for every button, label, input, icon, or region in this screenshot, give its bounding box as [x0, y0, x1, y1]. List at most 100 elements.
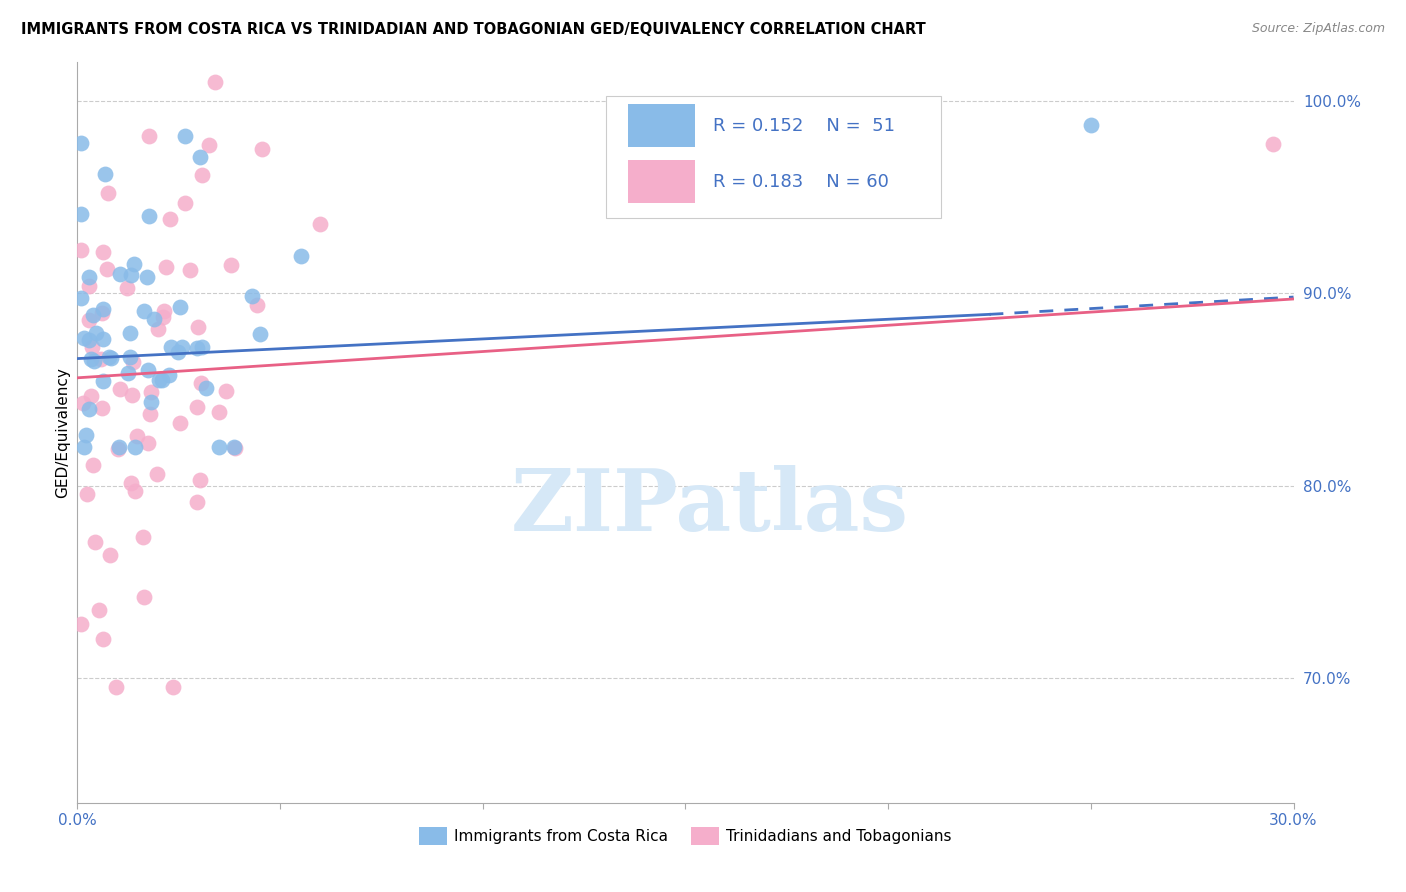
Point — [169, 301, 191, 315]
Text: Source: ZipAtlas.com: Source: ZipAtlas.com — [1251, 22, 1385, 36]
Point — [162, 681, 184, 695]
Point — [308, 217, 330, 231]
Point — [174, 128, 197, 143]
Point — [124, 258, 146, 272]
Point — [1080, 118, 1102, 132]
Point — [70, 243, 93, 257]
Bar — [628, 161, 695, 203]
Point — [70, 207, 93, 221]
Point — [98, 548, 121, 562]
Point — [83, 535, 105, 549]
Point — [82, 309, 104, 323]
Point — [153, 304, 176, 318]
Point — [80, 389, 103, 403]
Point — [246, 298, 269, 312]
Y-axis label: GED/Equivalency: GED/Equivalency — [55, 368, 70, 498]
Point — [94, 167, 117, 181]
Point — [121, 388, 143, 402]
Text: IMMIGRANTS FROM COSTA RICA VS TRINIDADIAN AND TOBAGONIAN GED/EQUIVALENCY CORRELA: IMMIGRANTS FROM COSTA RICA VS TRINIDADIA… — [21, 22, 925, 37]
Point — [84, 326, 107, 341]
Point — [79, 279, 101, 293]
Point — [224, 442, 246, 456]
Point — [179, 263, 201, 277]
Text: R = 0.152    N =  51: R = 0.152 N = 51 — [713, 117, 896, 135]
Point — [118, 326, 141, 341]
Point — [134, 304, 156, 318]
Point — [97, 186, 120, 200]
Point — [146, 467, 169, 481]
Point — [208, 440, 231, 454]
Point — [152, 310, 174, 325]
Point — [195, 381, 218, 395]
Point — [70, 136, 93, 151]
Point — [167, 345, 190, 359]
Point — [79, 269, 101, 284]
Point — [290, 249, 312, 263]
Point — [221, 258, 243, 272]
Point — [79, 333, 101, 347]
Point — [90, 351, 112, 366]
Point — [170, 340, 193, 354]
Point — [250, 142, 273, 156]
Point — [148, 373, 170, 387]
Point — [104, 681, 127, 695]
Point — [157, 368, 180, 383]
Point — [91, 374, 114, 388]
Point — [143, 312, 166, 326]
Point — [72, 396, 94, 410]
Point — [96, 262, 118, 277]
Point — [240, 289, 263, 303]
Point — [80, 340, 103, 354]
Point — [138, 128, 160, 143]
Point — [169, 416, 191, 430]
Point — [188, 149, 211, 163]
Point — [132, 530, 155, 544]
Point — [141, 384, 163, 399]
Point — [186, 495, 208, 509]
Point — [186, 341, 208, 355]
Point — [1263, 136, 1285, 151]
Point — [224, 440, 246, 454]
Point — [91, 401, 114, 415]
Point — [91, 632, 114, 647]
Point — [80, 352, 103, 367]
Point — [188, 473, 211, 487]
Point — [89, 603, 111, 617]
Point — [93, 301, 115, 316]
Text: R = 0.183    N = 60: R = 0.183 N = 60 — [713, 173, 889, 191]
Point — [73, 331, 96, 345]
Point — [159, 340, 181, 354]
Point — [136, 363, 159, 377]
Legend: Immigrants from Costa Rica, Trinidadians and Tobagonians: Immigrants from Costa Rica, Trinidadians… — [413, 821, 957, 851]
Point — [100, 351, 122, 366]
Point — [198, 138, 221, 153]
Point — [107, 442, 129, 457]
Point — [125, 429, 148, 443]
Point — [134, 590, 156, 604]
Point — [186, 401, 208, 415]
Point — [79, 313, 101, 327]
Point — [139, 395, 162, 409]
Point — [139, 407, 162, 421]
Point — [120, 476, 142, 491]
Point — [136, 435, 159, 450]
Point — [90, 306, 112, 320]
Point — [150, 373, 173, 387]
Point — [124, 484, 146, 499]
Point — [73, 440, 96, 454]
Point — [122, 354, 145, 368]
Point — [124, 440, 146, 454]
Point — [148, 321, 170, 335]
Point — [187, 319, 209, 334]
Bar — [628, 104, 695, 147]
Point — [117, 367, 139, 381]
Point — [138, 209, 160, 223]
Point — [117, 281, 139, 295]
Point — [91, 245, 114, 260]
Point — [208, 405, 231, 419]
Point — [120, 268, 142, 283]
Point — [75, 427, 97, 442]
Point — [76, 487, 98, 501]
Point — [97, 350, 120, 364]
Point — [118, 350, 141, 364]
